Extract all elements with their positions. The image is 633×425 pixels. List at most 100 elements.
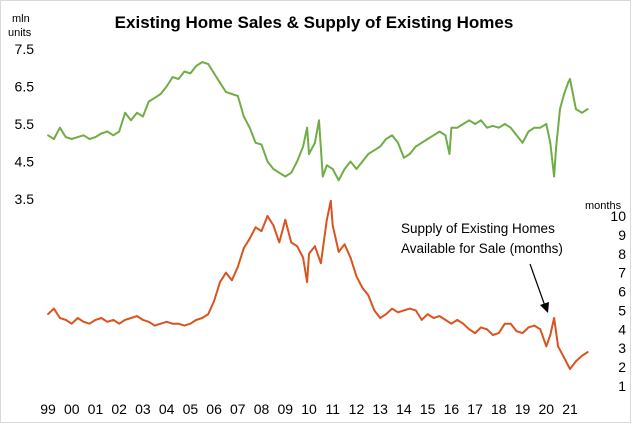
right-tick-label: 6 bbox=[618, 284, 626, 300]
supply-point bbox=[272, 224, 275, 227]
sales-point bbox=[559, 108, 561, 110]
sales-point bbox=[219, 81, 221, 84]
supply-point bbox=[290, 241, 293, 244]
sales-point bbox=[575, 108, 577, 110]
sales-point bbox=[296, 160, 298, 163]
sales-point bbox=[94, 136, 97, 139]
x-tick-label: 00 bbox=[64, 401, 80, 417]
supply-point bbox=[159, 322, 162, 325]
sales-point bbox=[474, 123, 476, 125]
supply-point bbox=[118, 322, 121, 325]
sales-point bbox=[373, 149, 376, 152]
sales-point bbox=[254, 141, 257, 144]
supply-point bbox=[124, 319, 126, 321]
sales-point bbox=[53, 138, 55, 140]
supply-point bbox=[314, 245, 316, 248]
left-axis: 7.5 6.5 5.5 4.5 3.5 bbox=[15, 41, 35, 207]
left-axis-unit-line1: mln bbox=[12, 13, 30, 25]
sales-point bbox=[385, 138, 387, 140]
sales-point bbox=[361, 160, 364, 163]
sales-point bbox=[569, 78, 571, 80]
supply-point bbox=[486, 328, 488, 331]
sales-point bbox=[497, 126, 500, 129]
sales-point bbox=[195, 65, 198, 67]
sales-point bbox=[248, 126, 251, 129]
supply-point bbox=[76, 317, 79, 319]
existing-home-sales-line bbox=[47, 61, 589, 182]
supply-point bbox=[343, 243, 346, 246]
x-tick-label: 12 bbox=[349, 401, 365, 417]
sales-point bbox=[272, 168, 275, 170]
sales-point bbox=[213, 72, 216, 75]
supply-point bbox=[142, 319, 144, 321]
supply-point bbox=[64, 319, 67, 321]
sales-point bbox=[555, 145, 558, 148]
supply-point bbox=[355, 275, 358, 278]
sales-point bbox=[397, 141, 399, 144]
x-tick-label: 01 bbox=[88, 401, 104, 417]
x-tick-label: 99 bbox=[40, 401, 56, 417]
right-axis: 10 9 8 7 6 5 4 3 2 1 bbox=[610, 208, 626, 394]
sales-point bbox=[448, 153, 451, 155]
supply-point bbox=[581, 354, 583, 357]
supply-point bbox=[177, 322, 180, 325]
sales-point bbox=[521, 141, 524, 144]
sales-point bbox=[355, 168, 358, 170]
supply-point bbox=[515, 330, 518, 333]
supply-point bbox=[213, 300, 216, 302]
supply-point bbox=[569, 368, 571, 370]
supply-point bbox=[320, 262, 322, 265]
supply-point bbox=[503, 322, 506, 325]
sales-point bbox=[284, 175, 287, 178]
sales-point bbox=[533, 126, 536, 129]
sales-point bbox=[159, 93, 162, 95]
sales-point bbox=[444, 134, 447, 137]
supply-point bbox=[308, 252, 310, 255]
sales-point bbox=[136, 111, 138, 114]
sales-point bbox=[290, 171, 293, 174]
sales-point bbox=[581, 111, 583, 114]
x-tick-label: 17 bbox=[467, 401, 483, 417]
annotation-arrow-line bbox=[529, 263, 546, 307]
sales-point bbox=[545, 123, 548, 125]
sales-point bbox=[379, 145, 382, 148]
annotation-line2: Available for Sale (months) bbox=[401, 241, 563, 256]
sales-point bbox=[343, 168, 346, 170]
sales-point bbox=[171, 76, 174, 78]
supply-point bbox=[94, 319, 97, 321]
sales-point bbox=[492, 125, 494, 127]
x-tick-label: 11 bbox=[325, 401, 340, 417]
sales-point bbox=[331, 168, 334, 170]
supply-point bbox=[553, 317, 555, 319]
supply-point bbox=[136, 315, 138, 317]
sales-point bbox=[438, 130, 441, 133]
right-tick-label: 2 bbox=[618, 359, 626, 375]
sales-point bbox=[231, 93, 233, 95]
supply-point bbox=[106, 320, 109, 323]
sales-point bbox=[142, 115, 144, 118]
supply-point bbox=[153, 324, 156, 327]
right-tick-label: 5 bbox=[618, 302, 626, 318]
sales-point bbox=[318, 119, 320, 122]
supply-point bbox=[254, 226, 257, 229]
sales-point bbox=[236, 95, 239, 97]
supply-point bbox=[82, 320, 85, 323]
x-tick-label: 21 bbox=[562, 401, 578, 417]
sales-point bbox=[207, 63, 210, 65]
sales-point bbox=[527, 130, 530, 133]
x-tick-label: 19 bbox=[515, 401, 531, 417]
sales-point bbox=[321, 175, 324, 178]
sales-point bbox=[88, 138, 91, 140]
supply-point bbox=[385, 313, 387, 316]
sales-point bbox=[462, 123, 465, 125]
supply-point bbox=[474, 332, 476, 334]
supply-point bbox=[533, 324, 536, 327]
supply-point bbox=[171, 322, 174, 325]
supply-point bbox=[306, 281, 308, 283]
supply-point bbox=[236, 266, 239, 268]
x-tick-label: 18 bbox=[491, 401, 507, 417]
supply-point bbox=[391, 307, 393, 310]
x-tick-label: 15 bbox=[420, 401, 436, 417]
series-layer bbox=[47, 61, 589, 370]
